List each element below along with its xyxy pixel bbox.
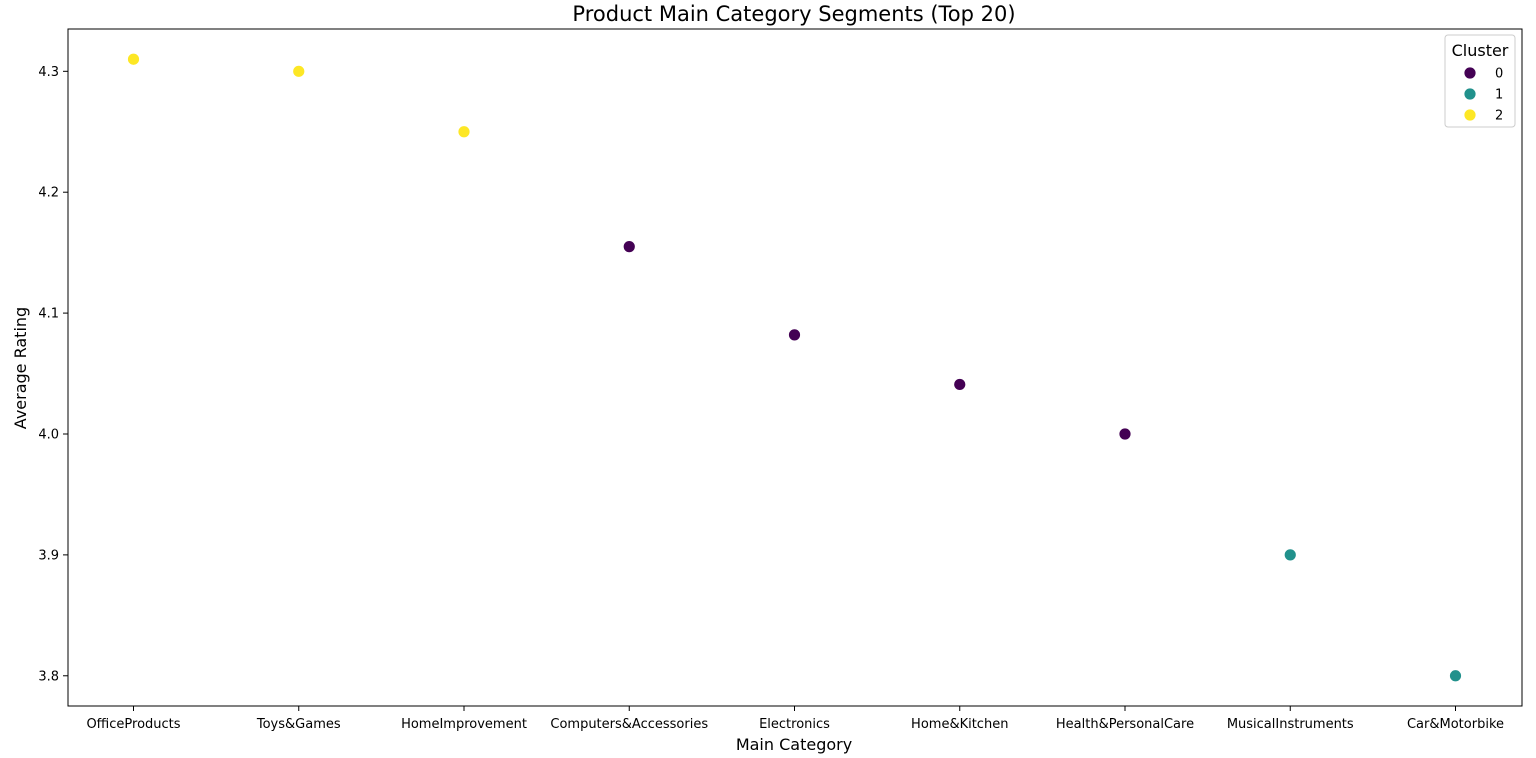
y-axis-label: Average Rating [11,307,30,429]
legend: Cluster 0 1 2 [1444,34,1516,128]
data-point [953,378,967,391]
legend-entries: 0 1 2 [1463,66,1503,124]
data-points [127,52,1462,683]
data-point [1283,548,1297,562]
x-tick-label: HomeImprovement [401,717,527,732]
y-tick-label: 4.1 [38,307,59,322]
y-tick-label: 3.8 [38,669,59,684]
chart-title: Product Main Category Segments (Top 20) [572,2,1015,26]
data-point [1449,669,1462,683]
y-tick-label: 4.2 [38,186,59,201]
data-point [1118,427,1132,441]
x-axis-label: Main Category [736,735,852,754]
data-point [292,64,306,78]
legend-marker [1463,87,1477,101]
plot-frame [67,28,1523,707]
data-point [788,328,801,342]
y-axis: 3.8 3.9 4.0 4.1 4.2 4.3 [38,65,68,684]
x-tick-label: Home&Kitchen [911,717,1008,732]
y-tick-label: 4.0 [38,427,59,442]
x-axis: OfficeProducts Toys&Games HomeImprovement C… [86,706,1504,732]
x-tick-label: Health&PersonalCare [1056,717,1194,732]
legend-title: Cluster [1452,41,1509,60]
data-point [622,240,636,254]
x-tick-label: Car&Motorbike [1407,717,1504,732]
x-tick-label: OfficeProducts [86,717,180,732]
x-tick-label: Toys&Games [256,717,341,732]
legend-marker [1463,66,1477,80]
y-tick-label: 4.3 [38,65,59,80]
data-point [127,52,140,66]
legend-label: 0 [1495,67,1503,82]
legend-label: 1 [1495,88,1503,103]
x-tick-label: Electronics [759,717,830,732]
y-tick-label: 3.9 [38,548,59,563]
x-tick-label: MusicalInstruments [1227,717,1354,732]
legend-box [1444,34,1516,128]
data-point [457,125,471,139]
x-tick-label: Computers&Accessories [550,717,708,732]
legend-marker [1463,108,1477,122]
legend-label: 2 [1495,109,1503,124]
